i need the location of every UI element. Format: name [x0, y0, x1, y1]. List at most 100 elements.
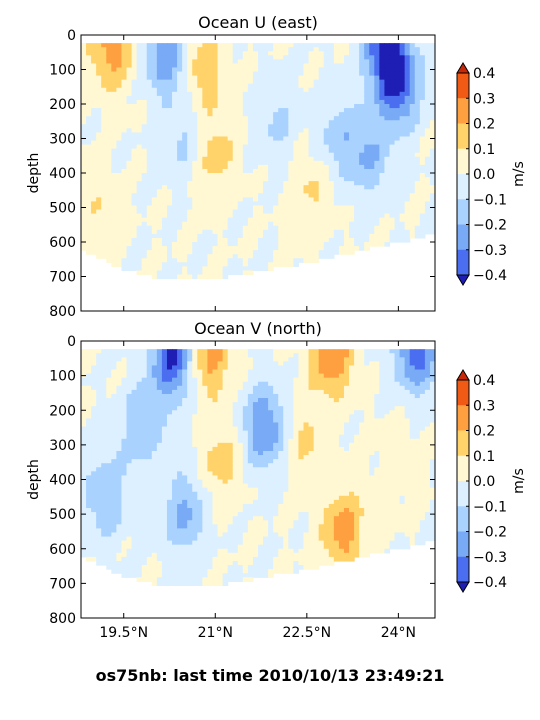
contour-cell	[131, 495, 138, 501]
contour-cell	[182, 357, 188, 362]
contour-cell	[414, 229, 421, 235]
contour-cell	[318, 185, 325, 190]
contour-cell	[222, 75, 229, 81]
contour-cell	[126, 160, 133, 166]
contour-cell	[364, 136, 370, 142]
contour-cell	[212, 262, 219, 267]
contour-cell	[146, 144, 153, 150]
contour-cell	[116, 540, 123, 546]
contour-cell	[156, 442, 163, 448]
contour-cell	[288, 47, 294, 52]
contour-cell	[86, 349, 92, 354]
contour-cell	[323, 67, 330, 73]
contour-cell	[308, 225, 315, 231]
contour-cell	[298, 201, 305, 207]
contour-cell	[182, 136, 188, 142]
contour-cell	[232, 95, 239, 101]
contour-cell	[333, 87, 340, 93]
contour-cell	[192, 87, 198, 93]
contour-cell	[359, 91, 365, 97]
contour-cell	[349, 144, 355, 150]
contour-cell	[313, 177, 320, 182]
contour-cell	[96, 398, 102, 403]
contour-cell	[96, 75, 102, 81]
contour-cell	[141, 369, 148, 375]
contour-cell	[283, 168, 289, 174]
contour-cell	[121, 95, 128, 101]
contour-cell	[323, 152, 330, 158]
contour-cell	[338, 87, 345, 93]
contour-cell	[293, 217, 300, 223]
contour-cell	[409, 67, 416, 73]
contour-cell	[86, 406, 92, 411]
contour-cell	[161, 91, 168, 97]
contour-cell	[177, 47, 183, 52]
contour-cell	[263, 197, 269, 203]
contour-cell	[343, 55, 350, 60]
contour-cell	[333, 63, 340, 69]
contour-cell	[156, 373, 163, 379]
contour-cell	[81, 353, 87, 358]
contour-cell	[308, 71, 315, 77]
contour-cell	[429, 193, 435, 198]
contour-cell	[293, 91, 300, 97]
contour-cell	[126, 467, 133, 472]
contour-cell	[86, 524, 92, 529]
contour-cell	[207, 59, 214, 65]
contour-cell	[187, 67, 193, 73]
contour-cell	[111, 381, 117, 387]
contour-cell	[323, 209, 330, 215]
contour-cell	[161, 430, 168, 436]
contour-cell	[258, 120, 264, 125]
contour-cell	[222, 160, 229, 166]
contour-cell	[166, 471, 173, 477]
contour-cell	[313, 160, 320, 166]
contour-cell	[424, 91, 431, 97]
contour-cell	[166, 225, 173, 231]
contour-cell	[197, 91, 203, 97]
contour-cell	[177, 124, 183, 129]
contour-cell	[283, 79, 289, 85]
contour-cell	[131, 189, 138, 194]
contour-cell	[359, 136, 365, 142]
contour-cell	[237, 144, 244, 150]
contour-cell	[273, 63, 279, 69]
contour-cell	[354, 181, 360, 186]
contour-cell	[278, 205, 284, 211]
contour-cell	[116, 63, 123, 69]
contour-cell	[166, 418, 173, 424]
contour-cell	[338, 144, 345, 150]
contour-cell	[111, 475, 117, 481]
contour-cell	[101, 221, 107, 227]
contour-cell	[359, 55, 365, 60]
contour-cell	[156, 377, 163, 383]
contour-cell	[111, 479, 117, 485]
contour-cell	[187, 87, 193, 93]
contour-cell	[409, 104, 416, 109]
contour-cell	[207, 132, 214, 138]
contour-cell	[106, 532, 112, 538]
contour-cell	[389, 75, 396, 81]
contour-cell	[156, 274, 163, 280]
contour-cell	[111, 168, 117, 174]
contour-cell	[136, 55, 143, 60]
contour-cell	[389, 156, 396, 162]
contour-cell	[333, 67, 340, 73]
contour-cell	[379, 168, 386, 174]
contour-cell	[86, 59, 92, 65]
contour-cell	[81, 406, 87, 411]
contour-cell	[161, 463, 168, 468]
contour-cell	[369, 205, 375, 211]
contour-cell	[227, 173, 234, 178]
contour-cell	[288, 43, 294, 48]
contour-cell	[197, 205, 203, 211]
contour-cell	[298, 181, 305, 186]
contour-cell	[166, 426, 173, 432]
contour-cell	[242, 75, 249, 81]
contour-cell	[156, 577, 163, 582]
contour-cell	[323, 71, 330, 77]
contour-cell	[308, 152, 315, 158]
contour-cell	[182, 377, 188, 383]
contour-cell	[288, 140, 294, 146]
contour-cell	[333, 225, 340, 231]
